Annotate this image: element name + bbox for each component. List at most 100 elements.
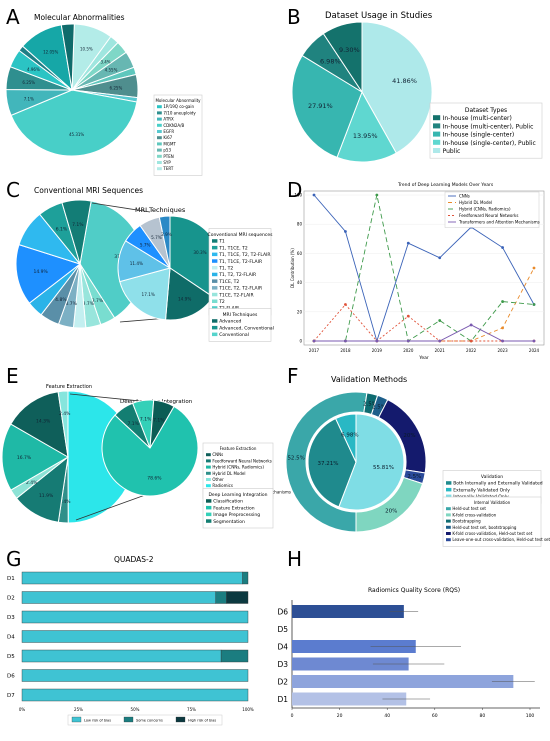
chart-g-xtick-2: 50% <box>131 707 140 712</box>
chart-d-line: 0 20 40 60 80 100 2017 2018 2019 2020 2021 2022 2023… <box>290 190 545 361</box>
chart-g-category-0: D1 <box>7 576 15 582</box>
chart-f-inner-slice-2 <box>334 413 357 463</box>
chart-g-bar-1-1 <box>215 591 227 604</box>
chart-g-legend-label-1: Some concerns <box>136 719 163 723</box>
chart-a-legend-label-9: SYP <box>163 160 171 165</box>
chart-e-slice-label-4: 16.7% <box>17 455 32 461</box>
chart-c-mri-legend-label-2: Conventional <box>219 332 249 338</box>
chart-e-slice-label-3: 2.4% <box>26 480 38 486</box>
chart-b-legend-swatch-3 <box>433 139 441 145</box>
chart-h-category-1: D5 <box>277 625 288 634</box>
chart-b-slice-4 <box>322 21 363 94</box>
chart-d-point-4-3 <box>406 339 410 343</box>
chart-d-xtick-4: 2021 <box>435 348 446 353</box>
chart-b-legend-label-1: In-house (multi-center), Public <box>443 123 534 130</box>
chart-b-legend-title: Dataset Types <box>465 107 507 114</box>
chart-h-xtick-4: 80 <box>480 713 486 719</box>
chart-b-legend-swatch-4 <box>433 148 441 153</box>
chart-g-bar-0-1 <box>242 571 249 585</box>
chart-c-legend-swatch-3 <box>212 259 218 263</box>
chart-e-legend-swatch-4 <box>206 478 211 481</box>
chart-f-outer-slice-0 <box>285 391 368 533</box>
chart-c-pie: 37%3.7%3.7%3.7%4.8%14.9%6.1%7.1%30.3%14.… <box>15 199 274 342</box>
chart-g-xtick-4: 100% <box>242 707 254 712</box>
chart-a-legend-swatch-7 <box>157 148 162 152</box>
chart-h-hbars: 0 20 40 60 80 100 D6 D5 D4 D3 D2 D1 <box>277 600 540 719</box>
chart-e-legend-title: Feature Extraction <box>220 446 257 451</box>
chart-e-legend-label-1: Feedforward Neural Networks <box>212 458 271 463</box>
chart-c-legend-label-6: T1CE, T2 <box>218 279 239 285</box>
chart-d-ytick-1: 20 <box>297 309 303 314</box>
chart-c-title: Conventional MRI Sequences <box>34 186 143 195</box>
chart-c-legend-swatch-7 <box>212 286 218 290</box>
chart-g-bar-3-0 <box>21 630 249 643</box>
chart-d-ylabel: DL Contribution (%) <box>290 248 295 288</box>
chart-g-bar-1-0 <box>21 591 216 604</box>
chart-c-inset-slice-label-1: 14.9% <box>178 297 191 302</box>
chart-f-internal-legend-swatch-1 <box>446 513 451 517</box>
chart-d-point-2-4 <box>438 319 442 322</box>
chart-g-legend-label-2: High risk of bias <box>188 719 216 723</box>
chart-f-title: Validation Methods <box>331 375 407 384</box>
chart-d-point-4-0 <box>312 339 316 343</box>
chart-d-point-4-4 <box>438 339 442 343</box>
chart-a-slice-label-5: 6.25% <box>110 85 123 90</box>
chart-h-category-0: D6 <box>277 608 288 617</box>
chart-e-inset-slice-3 <box>149 399 175 449</box>
chart-c-legend-label-9: T2 <box>218 299 225 305</box>
chart-e-legend-swatch-1 <box>206 459 211 463</box>
chart-a-legend-swatch-8 <box>157 154 162 158</box>
chart-e-dl-legend-box <box>202 488 274 529</box>
chart-f-inner-slice-1 <box>307 417 357 508</box>
chart-e-legend-label-4: Other <box>212 477 224 482</box>
chart-b-legend-box <box>429 102 543 159</box>
chart-f-internal-legend-title: Internal Validation <box>474 500 511 505</box>
chart-c-slice-label-9: 6.1% <box>56 227 68 233</box>
chart-e-slice-label-2: 11.9% <box>39 493 54 499</box>
chart-h-xtick-0: 0 <box>291 713 294 719</box>
chart-c-mri-legend-swatch-1 <box>212 325 218 330</box>
chart-c-mri-legend-swatch-2 <box>212 332 218 337</box>
chart-c-inset-slice-label-4: 5.7% <box>140 243 151 248</box>
chart-c-legend-label-0: T1 <box>218 239 225 245</box>
chart-h-category-2: D4 <box>277 643 288 652</box>
chart-c-mri-legend-swatch-0 <box>212 319 218 323</box>
chart-d-point-3-5 <box>469 339 473 343</box>
chart-c-legend-swatch-6 <box>212 279 218 283</box>
chart-a-slice-label-7: 45.31% <box>69 132 84 137</box>
chart-g-bar-1-2 <box>226 591 249 604</box>
chart-a-legend-label-0: 1P/19Q co-gain <box>163 104 194 109</box>
chart-h-xtick-3: 60 <box>432 713 438 719</box>
chart-h-bar-5 <box>292 692 407 706</box>
chart-c-legend-label-2: T1, T1CE, T2, T2-FLAIR <box>218 252 270 258</box>
chart-d-series-line-3 <box>313 303 534 342</box>
chart-a-legend-swatch-9 <box>157 161 162 164</box>
chart-b-slice-label-1: 13.95% <box>353 132 378 140</box>
chart-a-slice-7 <box>10 89 138 157</box>
chart-c-slice-label-1: 3.7% <box>92 298 104 304</box>
chart-f-legend-label-0: Both Internally and Externally Validated <box>453 481 543 487</box>
panel-letter-b: B <box>287 5 301 29</box>
chart-e-dl-legend-swatch-2 <box>206 512 212 517</box>
chart-f-internal-legend-label-3: Held-out test set, bootstrapping <box>452 525 517 530</box>
chart-c-slice-label-4: 3.7% <box>65 301 77 307</box>
chart-e-dl-legend-title: Deep Learning Integration <box>208 492 267 498</box>
chart-c-legend-swatch-0 <box>212 239 218 243</box>
chart-d-xtick-0: 2017 <box>309 348 320 353</box>
chart-f-internal-legend-box <box>442 496 542 547</box>
chart-h-category-3: D3 <box>277 660 288 669</box>
chart-d-ytick-0: 0 <box>299 339 302 344</box>
chart-g-title: QUADAS-2 <box>114 555 154 564</box>
chart-c-inset-slice-label-2: 17.1% <box>142 292 155 297</box>
chart-e-connector-bottom <box>75 493 149 521</box>
chart-c-legend-swatch-2 <box>212 252 218 257</box>
chart-f-internal-legend-label-4: K-fold cross-validation, Held-out test s… <box>452 531 532 536</box>
chart-c-legend-swatch-1 <box>212 245 218 250</box>
chart-d-legend-box <box>444 191 540 228</box>
chart-c-legend-swatch-10 <box>212 306 218 310</box>
chart-g-xtick-1: 25% <box>74 707 83 712</box>
chart-a-slice-13 <box>60 23 75 91</box>
chart-e-slice-label-6: 2.4% <box>59 411 71 417</box>
chart-e-slice-4 <box>1 423 69 491</box>
chart-b-slice-label-0: 41.86% <box>392 77 417 85</box>
